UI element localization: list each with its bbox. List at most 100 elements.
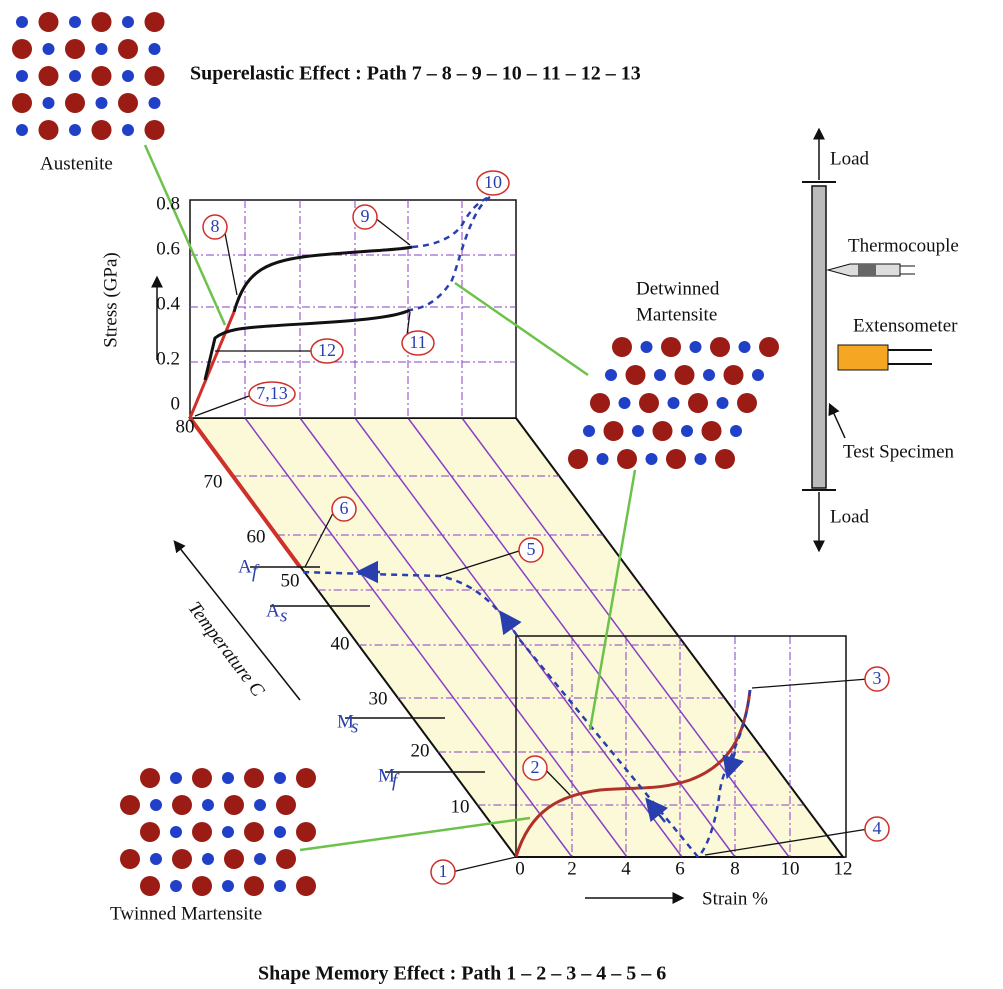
strain-tick-label: 10	[781, 858, 800, 879]
red-atom	[92, 12, 112, 32]
blue-atom	[149, 43, 161, 55]
red-atom	[92, 66, 112, 86]
twinned-label: Twinned Martensite	[110, 903, 262, 924]
blue-atom	[681, 425, 693, 437]
red-atom	[675, 365, 695, 385]
stress-tick-label: 0.8	[156, 193, 180, 214]
thermocouple-label: Thermocouple	[848, 235, 959, 256]
red-atom	[244, 876, 264, 896]
stress-tick-label: 0.4	[156, 293, 180, 314]
point-label: 7,13	[256, 383, 288, 403]
point-label: 9	[361, 206, 370, 226]
red-atom	[296, 876, 316, 896]
blue-atom	[254, 799, 266, 811]
load-label: Load	[830, 506, 870, 527]
blue-atom	[69, 16, 81, 28]
blue-atom	[170, 772, 182, 784]
red-atom	[39, 66, 59, 86]
blue-atom	[605, 369, 617, 381]
red-atom	[65, 93, 85, 113]
strain-tick-label: 8	[730, 858, 740, 879]
temp-symbol: A	[266, 600, 280, 621]
blue-atom	[274, 826, 286, 838]
test-specimen	[812, 186, 826, 488]
blue-atom	[668, 397, 680, 409]
blue-atom	[583, 425, 595, 437]
strain-tick-label: 0	[515, 858, 525, 879]
detwinned-label: Detwinned	[636, 278, 720, 299]
austenite-label: Austenite	[40, 153, 113, 174]
red-atom	[12, 93, 32, 113]
red-atom	[39, 120, 59, 140]
red-atom	[118, 39, 138, 59]
point-label: 5	[527, 539, 536, 559]
blue-atom	[202, 799, 214, 811]
red-atom	[759, 337, 779, 357]
blue-atom	[122, 70, 134, 82]
red-atom	[296, 822, 316, 842]
blue-atom	[274, 880, 286, 892]
red-atom	[653, 421, 673, 441]
point-label: 2	[531, 757, 540, 777]
red-atom	[568, 449, 588, 469]
blue-atom	[274, 772, 286, 784]
blue-atom	[43, 97, 55, 109]
blue-atom	[641, 341, 653, 353]
blue-atom	[752, 369, 764, 381]
red-atom	[145, 120, 165, 140]
test-specimen-label: Test Specimen	[843, 441, 955, 462]
red-atom	[65, 39, 85, 59]
temperature-tick-label: 10	[451, 796, 470, 817]
point-label: 1	[439, 861, 448, 881]
blue-atom	[150, 853, 162, 865]
red-atom	[715, 449, 735, 469]
red-atom	[12, 39, 32, 59]
stress-tick-label: 0.2	[156, 348, 180, 369]
red-atom	[276, 849, 296, 869]
blue-atom	[149, 97, 161, 109]
red-atom	[276, 795, 296, 815]
stress-box	[190, 200, 516, 418]
red-atom	[626, 365, 646, 385]
temp-subscript: s	[280, 605, 287, 626]
strain-tick-label: 12	[834, 858, 853, 879]
red-atom	[612, 337, 632, 357]
blue-atom	[619, 397, 631, 409]
connector	[300, 818, 530, 850]
strain-tick-label: 2	[567, 858, 577, 879]
point-label: 11	[409, 332, 426, 352]
strain-tick-label: 6	[675, 858, 685, 879]
temperature-tick-label: 20	[411, 740, 430, 761]
red-atom	[244, 768, 264, 788]
temp-symbol: A	[238, 556, 252, 577]
thermocouple-body	[858, 264, 876, 276]
temperature-tick-label: 30	[369, 688, 388, 709]
red-atom	[120, 795, 140, 815]
red-atom	[140, 822, 160, 842]
temperature-tick-label: 80	[176, 416, 195, 437]
red-atom	[604, 421, 624, 441]
point-label: 12	[318, 340, 336, 360]
blue-atom	[122, 16, 134, 28]
point-label: 3	[873, 668, 882, 688]
red-atom	[92, 120, 112, 140]
red-atom	[639, 393, 659, 413]
red-atom	[737, 393, 757, 413]
temperature-label: Temperature C	[183, 598, 268, 701]
shape-memory-title: Shape Memory Effect : Path 1 – 2 – 3 – 4…	[258, 963, 666, 985]
red-atom	[224, 795, 244, 815]
blue-atom	[122, 124, 134, 136]
strain-label: Strain %	[702, 888, 768, 909]
temp-subscript: f	[392, 770, 400, 791]
red-atom	[172, 795, 192, 815]
red-atom	[224, 849, 244, 869]
blue-atom	[254, 853, 266, 865]
point-label: 10	[484, 172, 502, 192]
red-atom	[702, 421, 722, 441]
red-atom	[192, 822, 212, 842]
point-label: 6	[340, 498, 349, 518]
blue-atom	[690, 341, 702, 353]
extensometer-label: Extensometer	[853, 315, 958, 336]
red-atom	[296, 768, 316, 788]
red-atom	[710, 337, 730, 357]
